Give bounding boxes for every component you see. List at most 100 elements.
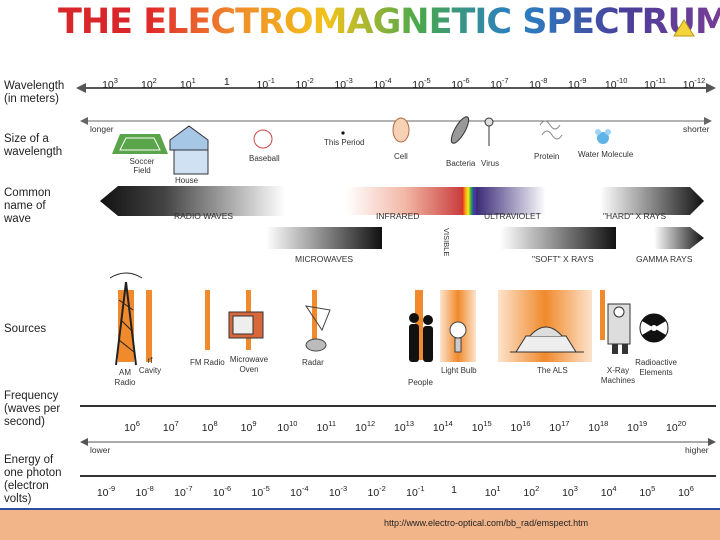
soccer-field-icon [112, 134, 168, 154]
size-label-water-molecule: Water Molecule [578, 150, 634, 159]
footer-divider [0, 508, 720, 510]
wave-label-soft-xrays: "SOFT" X RAYS [532, 254, 594, 264]
water-molecule-icon [595, 129, 611, 144]
shorter-label: shorter [683, 124, 710, 134]
baseball-icon [253, 129, 273, 149]
energy-tick-15: 106 [678, 484, 694, 499]
frequency-row-label: Frequency (waves per second) [4, 390, 61, 428]
source-rf-cavity: rf Cavity [138, 356, 162, 375]
wave-label-infrared: INFRARED [376, 211, 420, 221]
size-label-baseball: Baseball [249, 154, 280, 163]
frequency-tick-13: 1019 [627, 419, 648, 434]
frequency-tick-3: 109 [240, 419, 257, 434]
energy-tick-4: 10-5 [251, 484, 270, 499]
wavelength-tick-14: 10-11 [644, 76, 667, 91]
frequency-tick-4: 1010 [277, 419, 298, 434]
longer-label: longer [90, 124, 114, 134]
wavelength-tick-6: 10-3 [334, 76, 353, 91]
bacteria-icon [450, 116, 470, 144]
up-triangle-icon[interactable] [672, 18, 696, 38]
wave-label-hard-xrays: "HARD" X RAYS [603, 211, 667, 221]
size-label-bacteria: Bacteria [446, 159, 476, 168]
energy-tick-12: 103 [562, 484, 578, 499]
wavelength-tick-1: 102 [140, 76, 157, 91]
wave-label-visible: VISIBLE [442, 228, 451, 257]
size-label-house: House [175, 176, 199, 185]
lower-label: lower [90, 445, 111, 455]
energy-tick-6: 10-3 [328, 484, 348, 499]
wavelength-tick-8: 10-5 [412, 76, 431, 91]
protein-icon [539, 120, 563, 140]
wavelength-tick-9: 10-6 [451, 76, 470, 91]
energy-tick-8: 10-1 [406, 484, 425, 499]
house-icon [169, 125, 209, 175]
source-the-als: The ALS [537, 366, 568, 375]
energy-tick-10: 101 [484, 484, 501, 499]
wavelength-row-label: Wavelength (in meters) [4, 80, 65, 105]
radar-dish-icon [304, 305, 331, 352]
people-icon [409, 313, 433, 362]
frequency-tick-1: 107 [162, 419, 179, 434]
xray-machine-icon [607, 303, 631, 354]
wavelength-tick-11: 10-8 [529, 76, 548, 91]
frequency-tick-9: 1015 [471, 419, 492, 434]
source-xray-machines: X-Ray Machines [600, 366, 636, 385]
energy-tick-1: 10-8 [135, 484, 154, 499]
wavelength-tick-3: 1 [223, 76, 230, 88]
source-radar: Radar [302, 358, 324, 367]
size-label-protein: Protein [534, 152, 560, 161]
size-label-cell: Cell [394, 152, 408, 161]
frequency-tick-2: 108 [201, 419, 218, 434]
title-word-1: THE [58, 2, 133, 42]
energy-tick-3: 10-6 [212, 484, 232, 499]
period-icon [341, 131, 345, 135]
light-bulb-icon [449, 321, 467, 353]
wavelength-tick-7: 10-4 [373, 76, 392, 91]
wave-label-gamma: GAMMA RAYS [636, 254, 693, 264]
wavelength-tick-4: 10-1 [256, 76, 275, 91]
radioactive-icon [639, 313, 669, 343]
higher-label: higher [685, 445, 709, 455]
frequency-tick-6: 1012 [355, 419, 376, 434]
frequency-tick-5: 1011 [316, 419, 337, 434]
energy-tick-13: 104 [600, 484, 617, 499]
wavelength-tick-10: 10-7 [490, 76, 509, 91]
source-microwave-oven: Microwave Oven [229, 355, 269, 374]
energy-row-label: Energy of one photon (electron volts) [4, 454, 62, 505]
frequency-tick-12: 1018 [588, 419, 609, 434]
wavelength-tick-5: 10-2 [295, 76, 314, 91]
source-url-link[interactable]: http://www.electro-optical.com/bb_rad/em… [384, 518, 589, 528]
energy-tick-9: 1 [451, 484, 457, 496]
frequency-tick-11: 1017 [549, 419, 570, 434]
source-light-bulb: Light Bulb [441, 366, 477, 375]
frequency-tick-0: 106 [124, 419, 140, 434]
frequency-tick-8: 1014 [432, 419, 453, 434]
size-label-virus: Virus [481, 159, 500, 168]
frequency-tick-14: 1020 [665, 419, 687, 434]
am-radio-tower-icon [109, 272, 143, 366]
energy-tick-0: 10-9 [96, 484, 116, 499]
size-label-this-period: This Period [324, 138, 365, 147]
source-am-radio: AM Radio [114, 368, 136, 387]
title-word-2: ELECTROMAGNETIC [143, 2, 512, 42]
size-row-label: Size of a wavelength [4, 133, 63, 158]
energy-tick-2: 10-7 [174, 484, 193, 499]
footer-bar: http://www.electro-optical.com/bb_rad/em… [0, 510, 720, 540]
frequency-tick-7: 1013 [393, 419, 415, 434]
als-building-icon [510, 326, 584, 353]
frequency-tick-10: 1016 [510, 419, 531, 434]
microwave-oven-icon [228, 311, 264, 339]
wave-label-ultraviolet: ULTRAVIOLET [484, 211, 541, 221]
energy-tick-11: 102 [523, 484, 540, 499]
energy-tick-5: 10-4 [290, 484, 309, 499]
wavelength-tick-12: 10-9 [568, 76, 587, 91]
wavelength-tick-2: 101 [179, 76, 196, 91]
wave-label-microwaves: MICROWAVES [295, 254, 354, 264]
source-radioactive-elements: Radioactive Elements [635, 358, 677, 377]
source-fm-radio: FM Radio [190, 358, 225, 367]
size-label-soccer-field: Soccer Field [129, 157, 155, 175]
wavelength-tick-0: 103 [102, 76, 118, 91]
wavelength-tick-15: 10-12 [682, 76, 706, 91]
